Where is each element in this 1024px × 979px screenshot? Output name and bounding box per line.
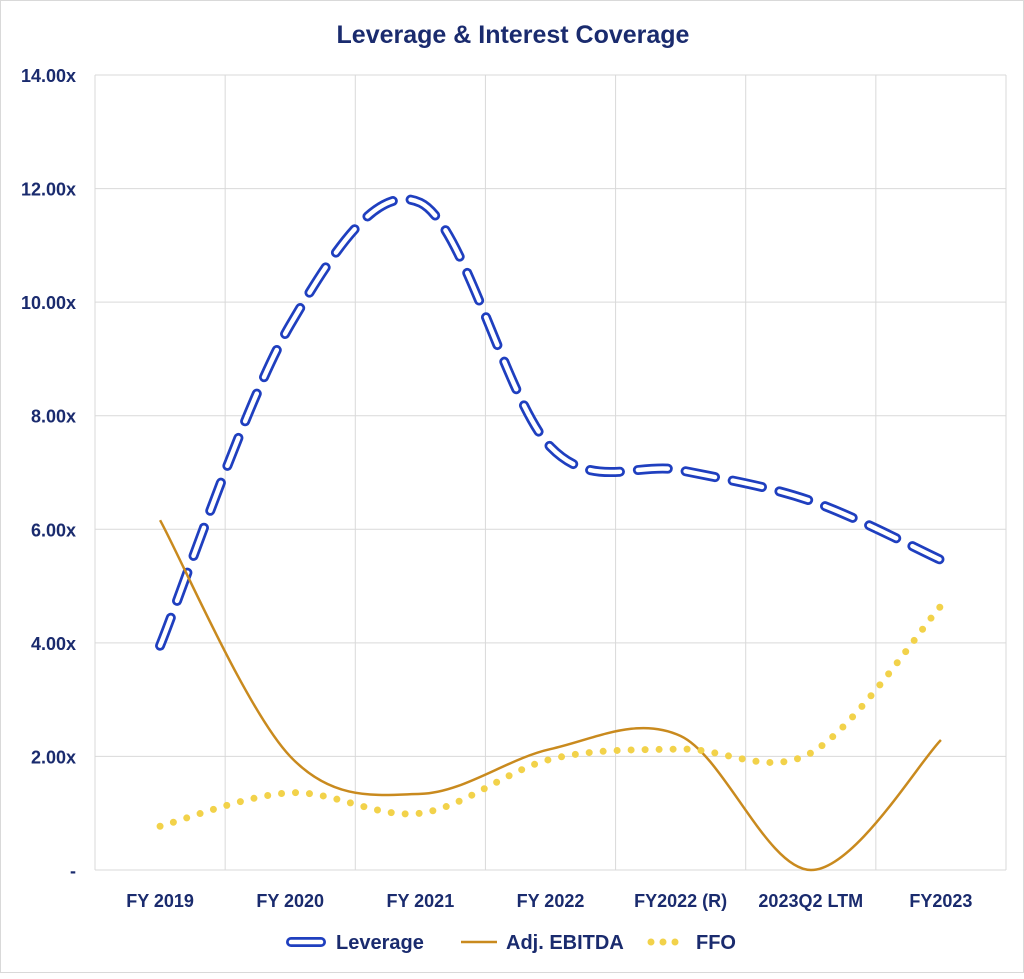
x-tick-label: FY2023 (909, 891, 972, 911)
legend-label: FFO (696, 932, 736, 954)
y-tick-label: 2.00x (31, 747, 76, 767)
y-tick-label: 14.00x (21, 66, 76, 86)
series-leverage-line (160, 199, 941, 646)
x-tick-label: FY 2021 (386, 891, 454, 911)
series-adj-ebitda-line (160, 520, 941, 870)
y-tick-label: - (70, 861, 76, 881)
x-tick-label: FY 2020 (256, 891, 324, 911)
legend-label: Adj. EBITDA (506, 932, 624, 954)
x-tick-label: FY 2019 (126, 891, 194, 911)
chart-title: Leverage & Interest Coverage (337, 21, 690, 49)
y-tick-label: 4.00x (31, 634, 76, 654)
y-tick-label: 8.00x (31, 407, 76, 427)
legend: Leverage Adj. EBITDA FFO (291, 932, 736, 954)
series-ffo-line (160, 606, 941, 826)
x-tick-label: FY 2022 (517, 891, 585, 911)
legend-label: Leverage (336, 932, 424, 954)
series-leverage-line-inner (160, 199, 941, 646)
x-tick-label: 2023Q2 LTM (758, 891, 863, 911)
x-tick-label: FY2022 (R) (634, 891, 727, 911)
y-tick-label: 6.00x (31, 520, 76, 540)
y-tick-label: 10.00x (21, 293, 76, 313)
y-tick-label: 12.00x (21, 180, 76, 200)
